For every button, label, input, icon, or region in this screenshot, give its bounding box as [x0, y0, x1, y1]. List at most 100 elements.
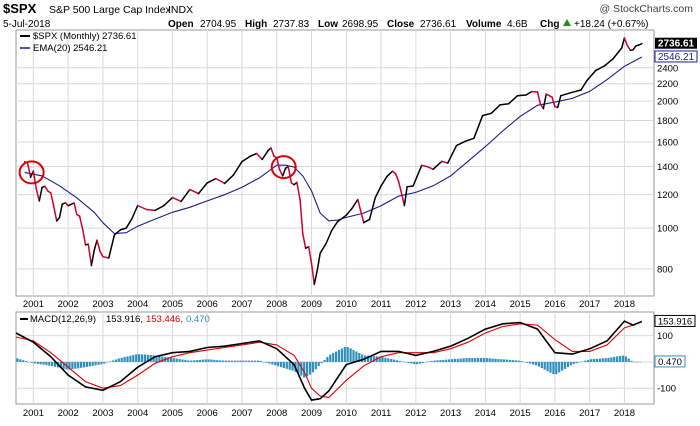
histogram-bar	[463, 358, 465, 362]
price-year-label: 2001	[23, 299, 44, 310]
histogram-bar	[205, 359, 207, 362]
histogram-bar	[118, 359, 120, 362]
price-year-label: 2008	[266, 299, 287, 310]
histogram-bar	[48, 362, 50, 366]
histogram-bar	[289, 362, 291, 370]
macd-year-label: 2013	[440, 408, 461, 419]
close-value: 2736.61	[420, 19, 457, 30]
histogram-bar	[549, 362, 551, 373]
histogram-bar	[474, 358, 476, 362]
histogram-bar	[25, 361, 27, 362]
price-year-label: 2013	[440, 299, 461, 310]
histogram-bar	[350, 348, 352, 362]
histogram-bar	[581, 362, 583, 363]
histogram-bar	[109, 362, 111, 363]
histogram-bar	[355, 352, 357, 362]
histogram-bar	[242, 361, 244, 362]
histogram-bar	[210, 360, 212, 362]
histogram-bar	[503, 359, 505, 362]
histogram-bar	[633, 362, 635, 363]
histogram-bar	[251, 361, 253, 362]
histogram-bar	[520, 361, 522, 362]
histogram-bar	[489, 358, 491, 362]
histogram-bar	[263, 362, 265, 363]
exchange-name: INDX	[168, 4, 193, 16]
price-legend-label: $SPX (Monthly) 2736.61	[33, 31, 137, 42]
macd-legend-value: 153.916,	[106, 314, 143, 325]
histogram-bar	[323, 360, 325, 362]
histogram-bar	[535, 362, 537, 366]
histogram-bar	[16, 358, 18, 362]
low-value: 2698.95	[342, 19, 379, 30]
price-segment-up	[407, 186, 413, 187]
price-tick-label: 2200	[657, 79, 678, 90]
histogram-bar	[22, 360, 24, 362]
histogram-bar	[622, 356, 624, 362]
histogram-bar	[381, 357, 383, 362]
histogram-bar	[477, 358, 479, 362]
histogram-bar	[219, 360, 221, 362]
histogram-bar	[89, 362, 91, 367]
ema-legend-label: EMA(20) 2546.21	[33, 43, 107, 54]
macd-year-label: 2001	[23, 408, 44, 419]
chg-value: +18.24 (+0.67%)	[574, 19, 649, 30]
histogram-bar	[523, 362, 525, 363]
histogram-bar	[483, 358, 485, 362]
histogram-bar	[352, 350, 354, 362]
histogram-bar	[248, 361, 250, 362]
symbol-title: $SPX	[3, 1, 37, 16]
histogram-bar	[596, 359, 598, 362]
histogram-bar	[216, 360, 218, 362]
histogram-bar	[268, 362, 270, 364]
histogram-bar	[37, 362, 39, 364]
histogram-bar	[309, 362, 311, 375]
histogram-bar	[465, 358, 467, 362]
histogram-bar	[338, 350, 340, 362]
histogram-bar	[187, 360, 189, 362]
histogram-bar	[555, 362, 557, 374]
histogram-bar	[457, 359, 459, 362]
histogram-bar	[86, 362, 88, 367]
histogram-bar	[40, 362, 42, 364]
histogram-bar	[416, 362, 418, 364]
histogram-bar	[613, 357, 615, 362]
histogram-bar	[593, 359, 595, 362]
histogram-bar	[480, 358, 482, 362]
histogram-bar	[407, 362, 409, 363]
histogram-bar	[610, 357, 612, 362]
chg-label: Chg	[540, 19, 559, 30]
histogram-bar	[100, 362, 102, 364]
histogram-bar	[92, 362, 94, 366]
histogram-bar	[625, 356, 627, 362]
histogram-bar	[42, 362, 44, 365]
ema-last-badge-text: 2546.21	[658, 52, 695, 63]
histogram-bar	[558, 362, 560, 373]
histogram-bar	[184, 360, 186, 362]
histogram-bar	[393, 360, 395, 362]
macd-year-label: 2016	[544, 408, 565, 419]
histogram-bar	[34, 362, 36, 364]
histogram-bar	[448, 359, 450, 362]
histogram-bar	[173, 358, 175, 362]
histogram-bar	[277, 362, 279, 366]
histogram-bar	[636, 362, 638, 363]
histogram-bar	[454, 359, 456, 362]
histogram-bar	[170, 358, 172, 362]
histogram-bar	[506, 360, 508, 362]
histogram-bar	[570, 362, 572, 366]
histogram-bar	[283, 362, 285, 368]
histogram-bar	[602, 358, 604, 362]
histogram-bar	[231, 361, 233, 362]
histogram-bar	[607, 358, 609, 362]
histogram-bar	[573, 362, 575, 364]
histogram-bar	[95, 362, 97, 365]
histogram-bar	[274, 362, 276, 366]
histogram-bar	[434, 361, 436, 362]
histogram-bar	[45, 362, 47, 365]
price-year-label: 2014	[475, 299, 496, 310]
high-label: High	[245, 19, 267, 30]
histogram-bar	[225, 361, 227, 362]
price-year-label: 2003	[92, 299, 113, 310]
price-year-label: 2017	[579, 299, 600, 310]
price-tick-label: 1200	[657, 190, 678, 201]
